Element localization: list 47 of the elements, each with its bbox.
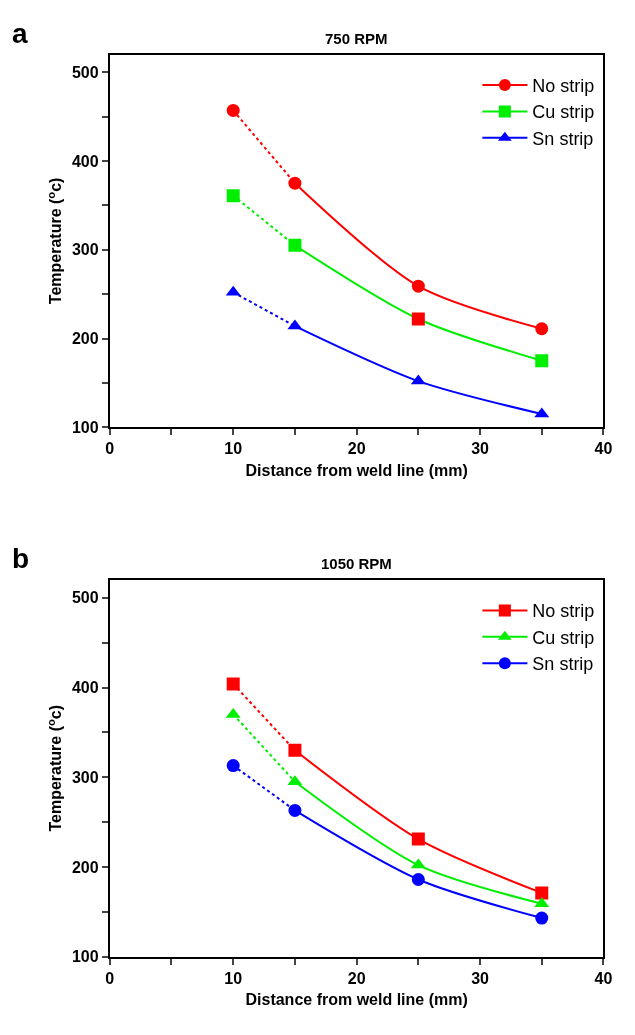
y-tick-label: 100 (71, 418, 99, 436)
x-tick-label: 40 (594, 969, 613, 987)
legend-label: Sn strip (532, 654, 594, 675)
point (226, 189, 240, 203)
legend-label: Cu strip (532, 102, 595, 123)
point (226, 677, 240, 691)
x-tick-label: 10 (224, 440, 243, 458)
y-tick-label: 500 (71, 63, 99, 81)
text: b (12, 543, 30, 574)
x-axis-title: Distance from weld line (mm) (245, 461, 468, 479)
point (535, 886, 549, 900)
y-tick-label: 300 (71, 768, 99, 786)
x-tick-label: 0 (105, 440, 115, 458)
point (288, 743, 302, 757)
point (535, 322, 549, 336)
x-axis-title: Distance from weld line (mm) (245, 991, 468, 1009)
y-tick-label: 500 (71, 589, 99, 607)
x-tick-label: 30 (471, 969, 490, 987)
point (226, 759, 240, 773)
point (288, 803, 302, 817)
chart-title: 1050 RPM (321, 555, 392, 572)
legend-label: Sn strip (532, 128, 594, 149)
x-tick-label: 30 (471, 440, 490, 458)
legend-label: Cu strip (532, 627, 595, 648)
point (411, 832, 425, 846)
x-tick-label: 20 (347, 440, 366, 458)
y-tick-label: 100 (71, 948, 99, 966)
x-tick-label: 10 (224, 969, 243, 987)
point (411, 872, 425, 886)
y-tick-label: 400 (71, 152, 99, 170)
y-tick-label: 400 (71, 679, 99, 697)
text: a (12, 18, 28, 49)
legend-label: No strip (532, 601, 595, 622)
x-tick-label: 0 (105, 969, 115, 987)
chart-title: 750 RPM (325, 30, 388, 47)
point (535, 911, 549, 925)
point (226, 103, 240, 117)
point (535, 354, 549, 368)
y-tick-label: 200 (71, 330, 99, 348)
x-tick-label: 20 (347, 969, 366, 987)
legend-label: No strip (532, 76, 595, 97)
y-tick-label: 300 (71, 241, 99, 259)
x-tick-label: 40 (594, 440, 613, 458)
y-tick-label: 200 (71, 858, 99, 876)
point (288, 238, 302, 252)
point (288, 176, 302, 190)
point (411, 279, 425, 293)
